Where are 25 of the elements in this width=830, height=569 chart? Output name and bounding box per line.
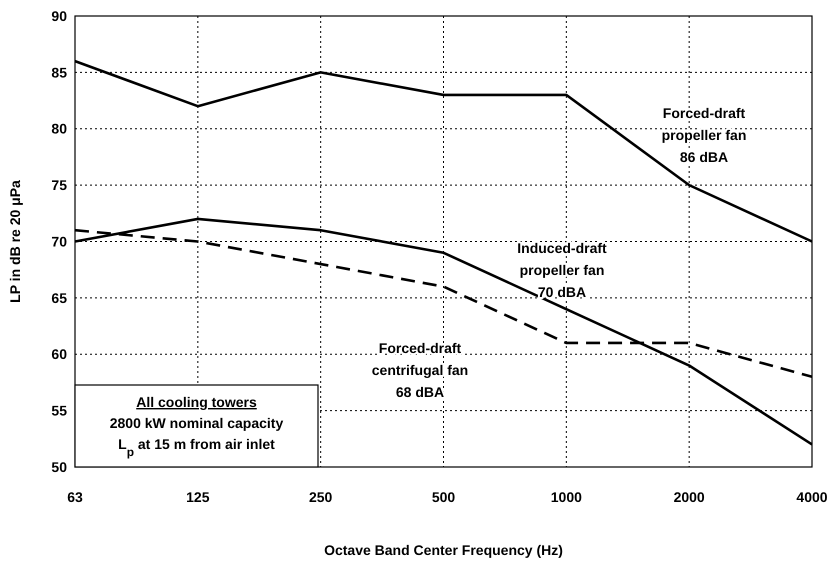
y-tick-label: 85 — [51, 64, 68, 80]
note-box: All cooling towers 2800 kW nominal capacity L$_{p}$ at 15 m from air inlet — [74, 384, 319, 468]
series-label: Induced-draft propeller fan 70 dBA — [517, 240, 608, 300]
x-tick-label: 250 — [308, 488, 333, 505]
y-tick-label: 55 — [51, 402, 68, 419]
text: Forced-draft centrifugal fan 68 dBA — [372, 340, 468, 400]
y-tick-label: 70 — [51, 233, 68, 250]
x-axis-title: Octave Band Center Frequency (Hz) — [324, 542, 563, 558]
x-tick-label: 1000 — [550, 488, 582, 505]
x-tick-label: 63 — [67, 488, 83, 505]
y-tick-label: 80 — [51, 120, 68, 137]
y-tick-label: 65 — [51, 290, 68, 306]
y-tick-label: 75 — [51, 177, 68, 194]
y-tick-label: 50 — [51, 458, 68, 475]
annotation: All cooling towers — [136, 394, 257, 410]
x-tick-label: 2000 — [674, 488, 705, 505]
y-axis-title: LP in dB re 20 μPa — [7, 180, 23, 303]
series-label: Forced-draft propeller fan 86 dBA — [662, 105, 746, 165]
annotation: 2800 kW nominal capacity — [110, 415, 284, 431]
y-tick-label: 90 — [51, 8, 68, 24]
x-tick-label: 125 — [186, 488, 210, 505]
x-tick-label: 4000 — [796, 488, 828, 505]
y-tick-label: 60 — [51, 346, 68, 362]
annotation: L$_{p}$ at 15 m from air inlet — [118, 436, 276, 459]
x-tick-label: 500 — [432, 488, 456, 505]
